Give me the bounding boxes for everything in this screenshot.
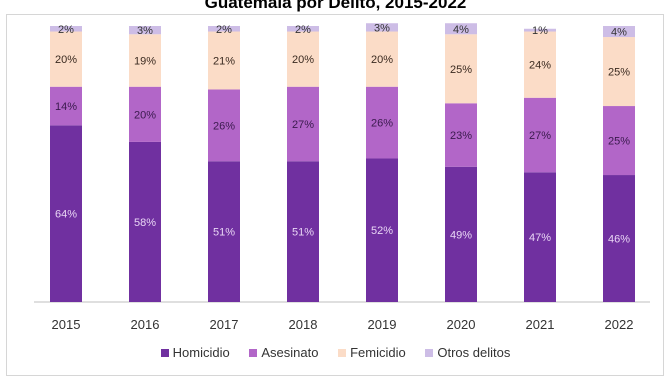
data-label-otros-delitos-2020: 4% (453, 24, 469, 36)
bar-segment-homicidio-2016 (129, 141, 161, 302)
bar-segment-homicidio-2021 (524, 172, 556, 302)
data-label-femicidio-2020: 25% (450, 64, 472, 76)
chart-title: Guatemala por Delito, 2015-2022 (204, 0, 467, 12)
bar-segment-asesinato-2021 (524, 97, 556, 173)
legend: Homicidio Asesinato Femicidio Otros deli… (0, 345, 671, 360)
legend-label-otros-delitos: Otros delitos (437, 345, 511, 360)
bar-segment-homicidio-2019 (366, 158, 398, 302)
data-label-asesinato-2020: 23% (450, 130, 472, 142)
bar-segment-femicidio-2017 (208, 31, 240, 90)
x-tick-label-2022: 2022 (605, 317, 634, 332)
bar-segment-otros-delitos-2018 (287, 26, 319, 32)
data-label-homicidio-2016: 58% (134, 217, 156, 229)
legend-swatch-otros-delitos (425, 349, 434, 357)
bar-segment-femicidio-2015 (50, 31, 82, 87)
data-label-femicidio-2017: 21% (213, 56, 235, 68)
legend-swatch-homicidio (160, 349, 169, 357)
bar-segment-femicidio-2021 (524, 31, 556, 98)
bar-segment-homicidio-2022 (603, 175, 635, 302)
bar-segment-otros-delitos-2016 (129, 26, 161, 35)
bar-segment-asesinato-2018 (287, 86, 319, 162)
bar-segment-homicidio-2018 (287, 161, 319, 302)
bar-segment-femicidio-2019 (366, 31, 398, 87)
data-label-otros-delitos-2016: 3% (137, 25, 153, 37)
bar-segment-femicidio-2020 (445, 34, 477, 104)
bar-segment-asesinato-2015 (50, 86, 82, 126)
data-label-asesinato-2016: 20% (134, 109, 156, 121)
bar-segment-asesinato-2016 (129, 86, 161, 142)
data-label-homicidio-2018: 51% (292, 227, 314, 239)
data-label-otros-delitos-2018: 2% (295, 24, 311, 36)
bar-segment-otros-delitos-2019 (366, 23, 398, 32)
data-label-femicidio-2016: 19% (134, 56, 156, 68)
x-tick-label-2018: 2018 (289, 317, 318, 332)
data-label-otros-delitos-2022: 4% (611, 27, 627, 39)
bar-segment-otros-delitos-2017 (208, 26, 240, 32)
data-label-otros-delitos-2019: 3% (374, 22, 390, 34)
legend-item-asesinato: Asesinato (249, 345, 318, 360)
data-label-asesinato-2017: 26% (213, 120, 235, 132)
legend-label-asesinato: Asesinato (261, 345, 319, 360)
bar-segment-asesinato-2019 (366, 86, 398, 159)
legend-item-homicidio: Homicidio (160, 345, 230, 360)
bar-segment-femicidio-2016 (129, 34, 161, 87)
bar-segment-femicidio-2018 (287, 31, 319, 87)
bar-segment-homicidio-2015 (50, 125, 82, 302)
bar-segment-homicidio-2020 (445, 166, 477, 302)
data-label-homicidio-2020: 49% (450, 229, 472, 241)
bar-segment-asesinato-2022 (603, 106, 635, 176)
legend-swatch-femicidio (338, 349, 347, 357)
data-label-homicidio-2019: 52% (371, 225, 393, 237)
data-label-femicidio-2018: 20% (292, 54, 314, 66)
data-label-femicidio-2019: 20% (371, 54, 393, 66)
legend-item-otros-delitos: Otros delitos (425, 345, 510, 360)
bar-segment-femicidio-2022 (603, 37, 635, 107)
data-label-asesinato-2018: 27% (292, 119, 314, 131)
legend-swatch-asesinato (249, 349, 258, 357)
data-label-otros-delitos-2021: 1% (532, 25, 548, 37)
data-label-femicidio-2021: 24% (529, 60, 551, 72)
bar-segment-asesinato-2017 (208, 89, 240, 162)
data-label-asesinato-2021: 27% (529, 130, 551, 142)
x-tick-label-2016: 2016 (131, 317, 160, 332)
bar-segment-otros-delitos-2021 (524, 28, 556, 32)
data-label-homicidio-2022: 46% (608, 234, 630, 246)
x-tick-label-2021: 2021 (526, 317, 555, 332)
legend-label-homicidio: Homicidio (172, 345, 230, 360)
data-label-asesinato-2015: 14% (55, 101, 77, 113)
bar-segment-asesinato-2020 (445, 103, 477, 167)
data-label-homicidio-2017: 51% (213, 227, 235, 239)
data-label-otros-delitos-2017: 2% (216, 24, 232, 36)
data-label-femicidio-2015: 20% (55, 54, 77, 66)
x-tick-label-2019: 2019 (368, 317, 397, 332)
x-tick-label-2017: 2017 (210, 317, 239, 332)
data-label-asesinato-2022: 25% (608, 136, 630, 148)
x-tick-label-2015: 2015 (52, 317, 81, 332)
legend-item-femicidio: Femicidio (338, 345, 406, 360)
data-label-homicidio-2015: 64% (55, 209, 77, 221)
bar-segment-homicidio-2017 (208, 161, 240, 302)
data-label-homicidio-2021: 47% (529, 232, 551, 244)
legend-label-femicidio: Femicidio (350, 345, 406, 360)
bar-segment-otros-delitos-2022 (603, 26, 635, 38)
bar-segment-otros-delitos-2020 (445, 23, 477, 35)
x-tick-label-2020: 2020 (447, 317, 476, 332)
data-label-asesinato-2019: 26% (371, 118, 393, 130)
data-label-otros-delitos-2015: 2% (58, 24, 74, 36)
bar-segment-otros-delitos-2015 (50, 26, 82, 32)
data-label-femicidio-2022: 25% (608, 67, 630, 79)
